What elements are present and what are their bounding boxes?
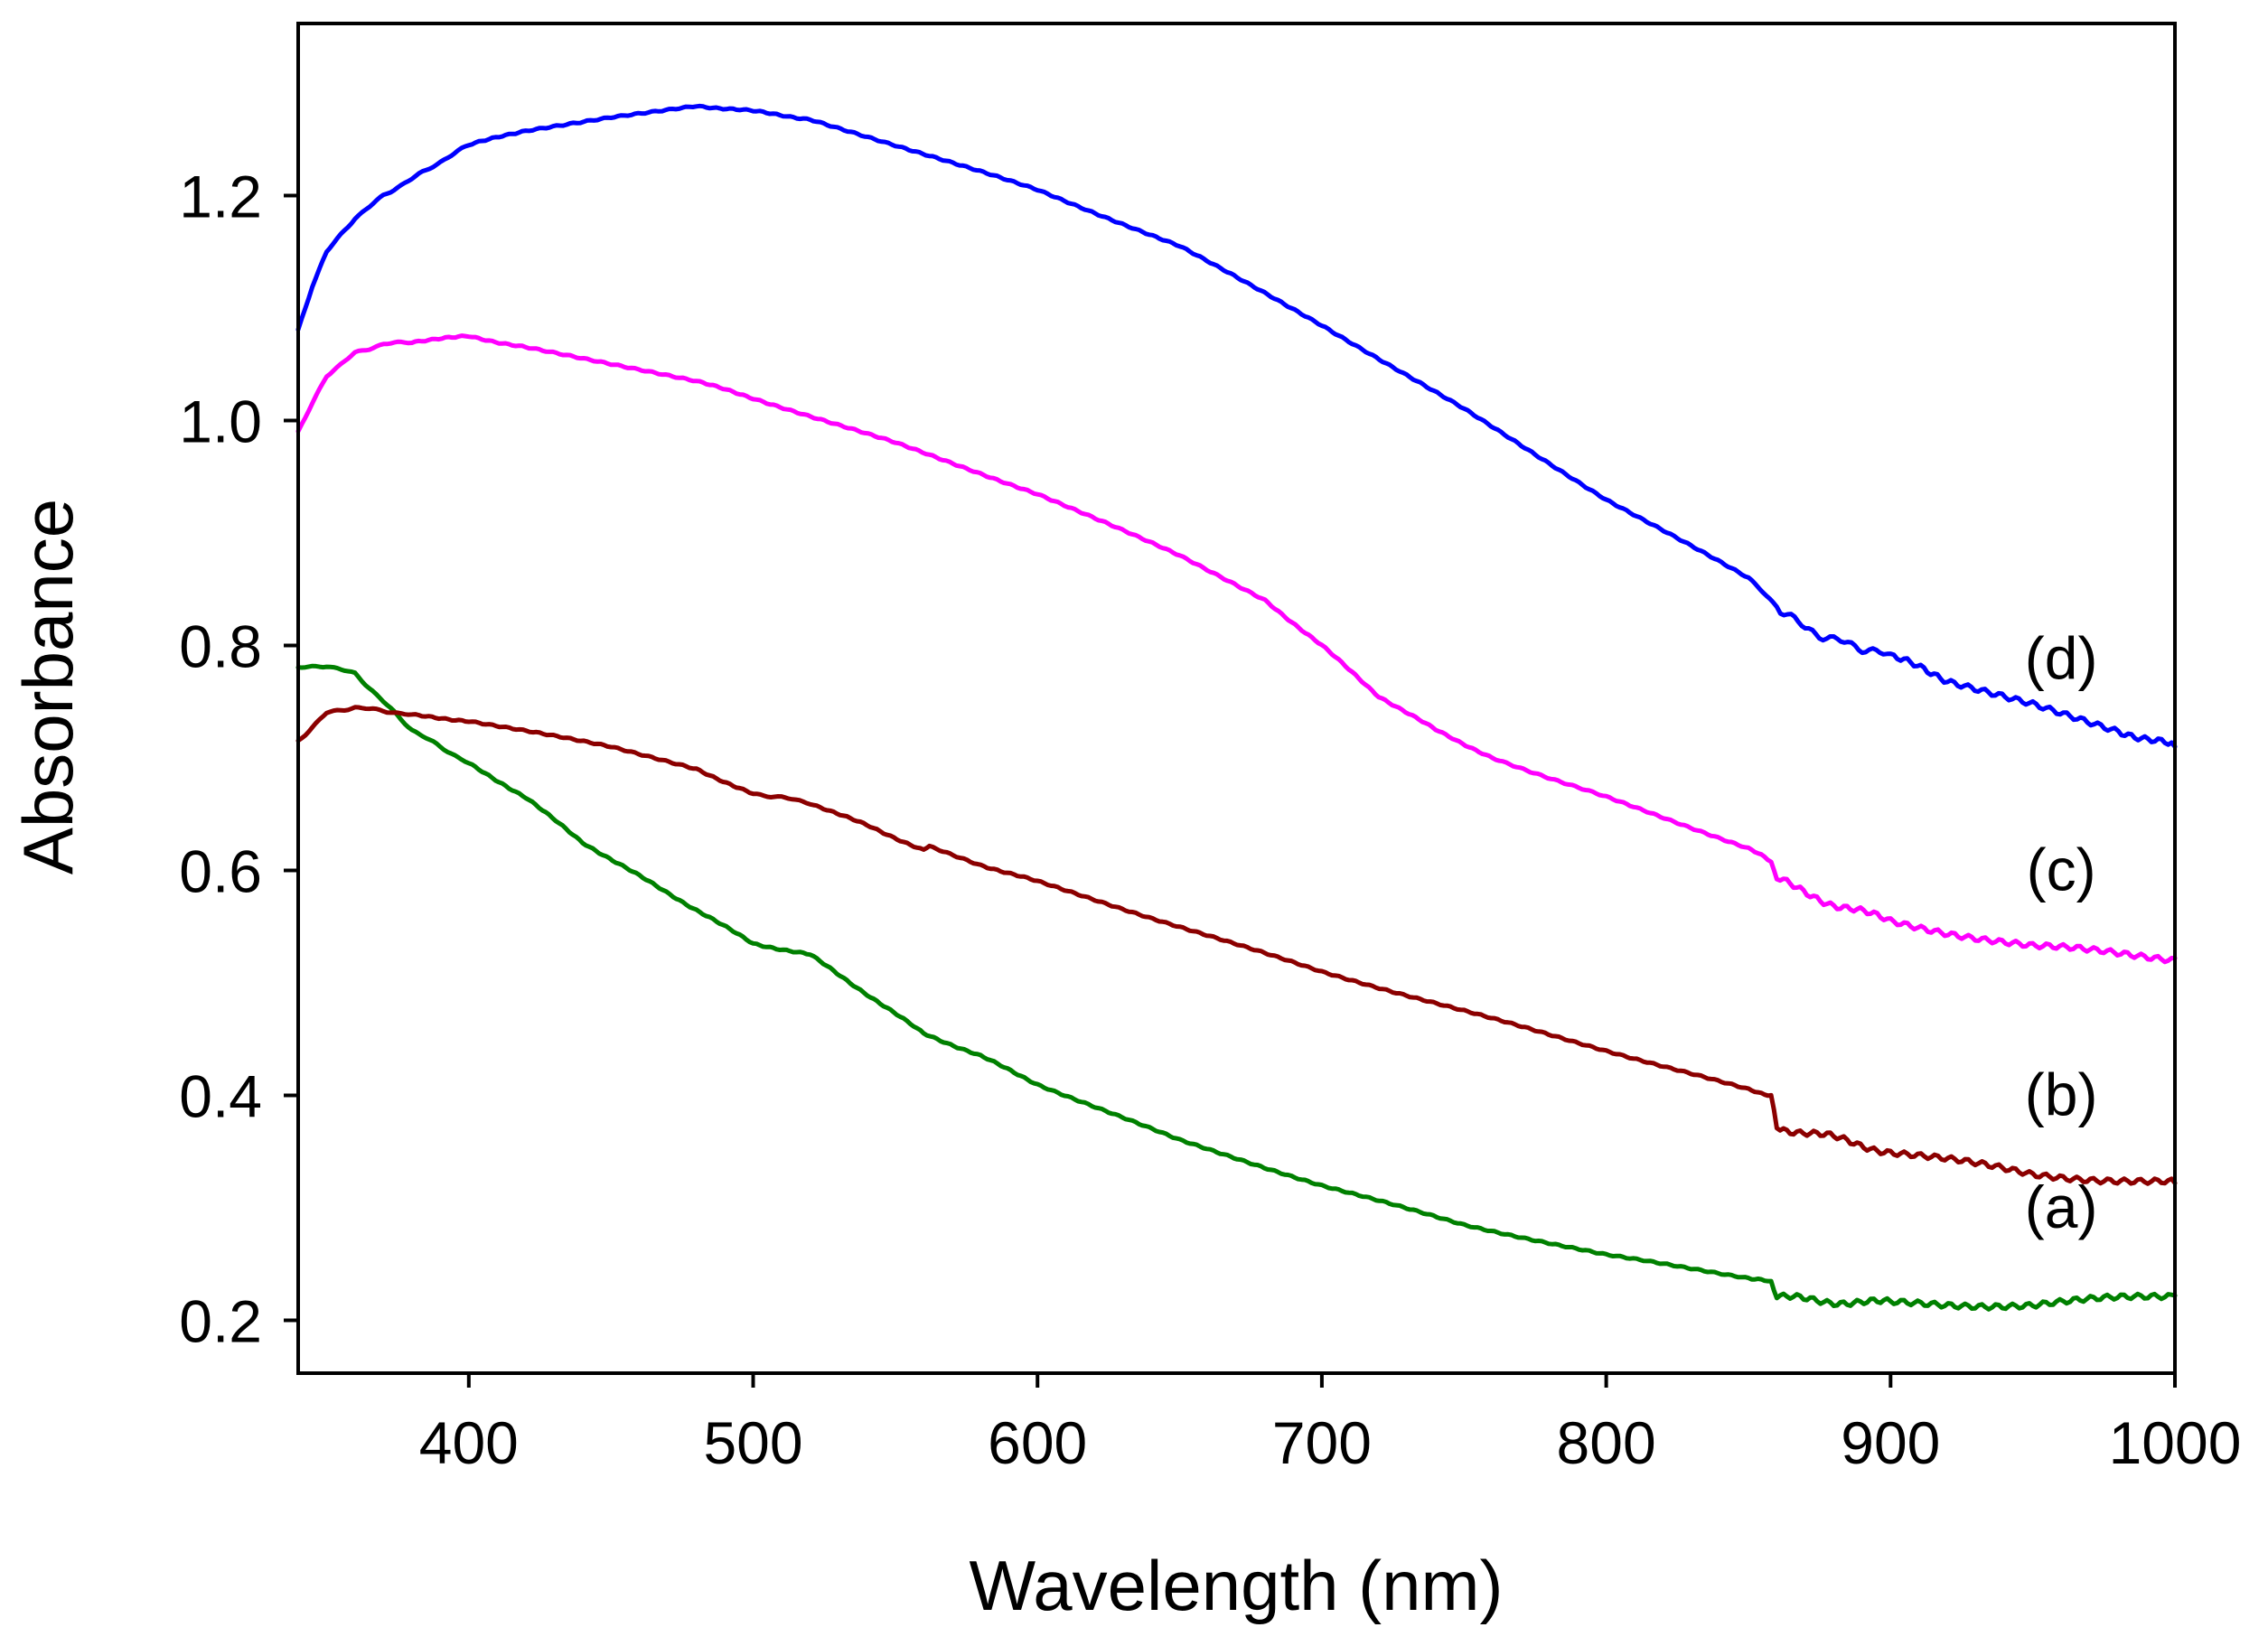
series-line-a [295,663,2178,1312]
y-axis: 0.2 0.4 0.6 0.8 1.0 1.2 [179,163,298,1354]
x-tick-label: 500 [703,1409,802,1476]
x-tick-label: 900 [1841,1409,1940,1476]
y-tick-label: 0.8 [179,613,262,679]
series-label-d: (d) [2025,625,2098,692]
series-labels: (a) (b) (c) (d) [2025,625,2098,1241]
series-layer [295,103,2178,1312]
x-tick-label: 700 [1272,1409,1372,1476]
x-tick-label: 800 [1557,1409,1656,1476]
x-tick-label: 600 [988,1409,1087,1476]
x-axis: 400 500 600 700 800 900 1000 [419,1373,2242,1476]
x-axis-title: Wavelength (nm) [970,1546,1504,1625]
y-tick-label: 1.0 [179,388,262,454]
y-tick-label: 1.2 [179,163,262,229]
series-label-c: (c) [2027,837,2096,903]
y-tick-label: 0.2 [179,1287,262,1354]
x-tick-label: 1000 [2109,1409,2242,1476]
series-label-b: (b) [2025,1061,2098,1128]
series-line-b [295,705,2178,1186]
plot-frame [296,22,2177,1375]
y-tick-label: 0.4 [179,1062,262,1129]
y-axis-title: Absorbance [8,499,88,874]
y-tick-label: 0.6 [179,837,262,904]
x-tick-label: 400 [419,1409,519,1476]
series-line-c [295,333,2178,965]
series-line-d [295,103,2178,749]
series-label-a: (a) [2025,1174,2098,1240]
